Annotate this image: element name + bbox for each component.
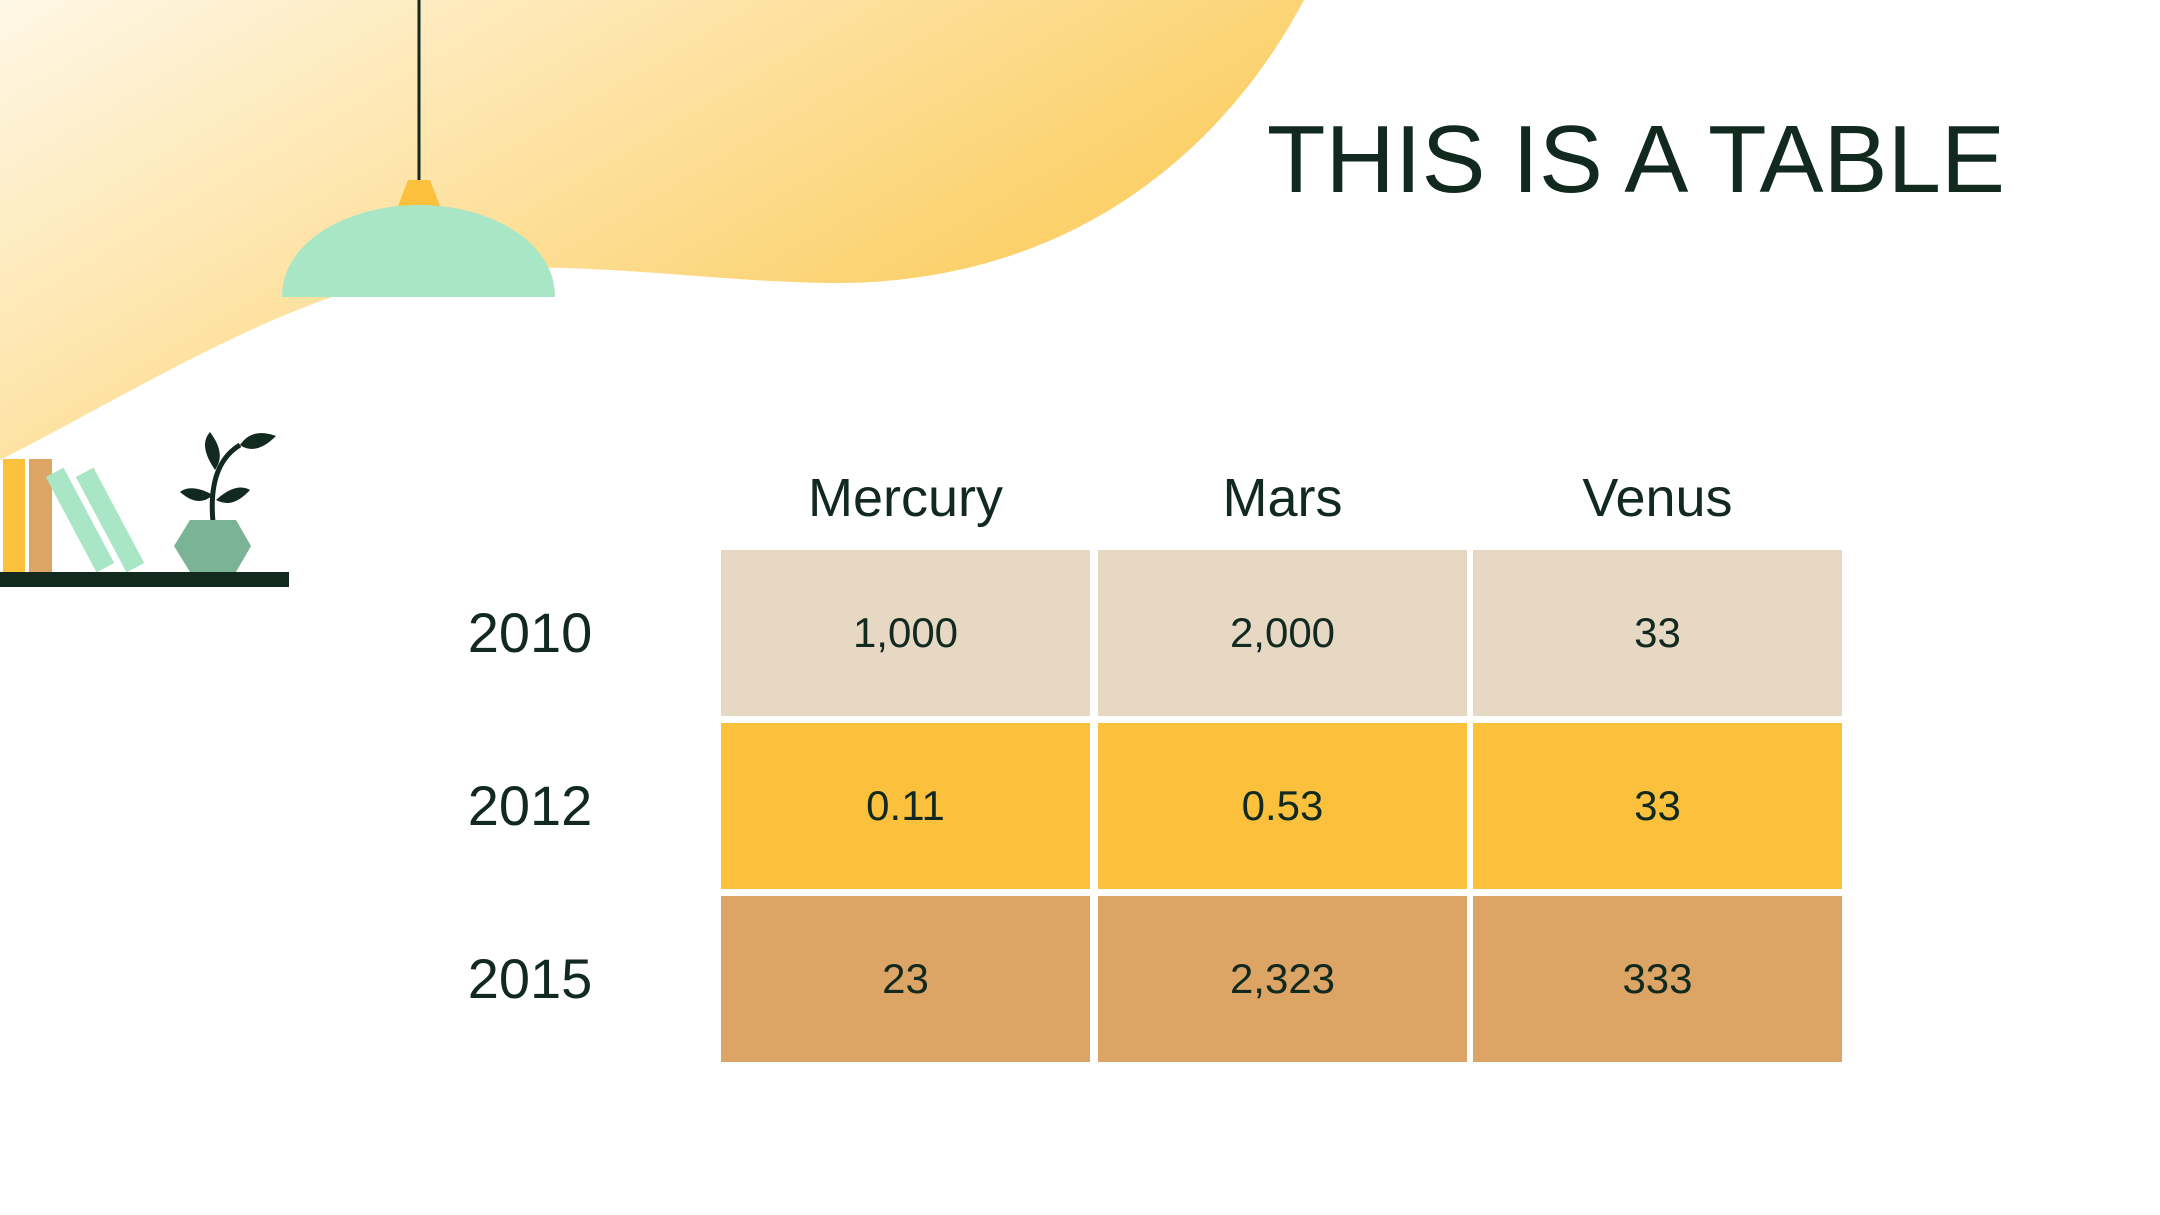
leaf xyxy=(180,488,213,501)
book xyxy=(45,467,115,573)
plant-stem xyxy=(209,442,242,523)
column-header: Mercury xyxy=(807,468,1003,528)
leaf xyxy=(240,433,276,449)
background-blob xyxy=(0,0,1304,460)
column-header: Venus xyxy=(1582,468,1733,528)
lamp-shade xyxy=(282,205,555,297)
table-cell: 333 xyxy=(1473,896,1842,1062)
leaf xyxy=(216,487,250,503)
row-label: 2012 xyxy=(467,774,593,837)
row-label: 2010 xyxy=(467,601,593,664)
table-cell: 0.11 xyxy=(721,723,1090,889)
shelf xyxy=(0,572,289,587)
column-header: Mars xyxy=(1222,468,1343,528)
table-cell: 2,323 xyxy=(1098,896,1467,1062)
lamp-cap xyxy=(398,180,440,206)
leaf xyxy=(205,432,220,470)
row-label: 2015 xyxy=(467,947,593,1010)
table-cell: 33 xyxy=(1473,550,1842,716)
book xyxy=(3,459,25,572)
table-cell: 33 xyxy=(1473,723,1842,889)
table-cell: 0.53 xyxy=(1098,723,1467,889)
book xyxy=(75,467,145,573)
book xyxy=(29,459,52,572)
table-cell: 1,000 xyxy=(721,550,1090,716)
title: THIS IS A TABLE xyxy=(1266,106,2005,213)
table-cell: 23 xyxy=(721,896,1090,1062)
plant-pot xyxy=(174,520,251,572)
table-cell: 2,000 xyxy=(1098,550,1467,716)
